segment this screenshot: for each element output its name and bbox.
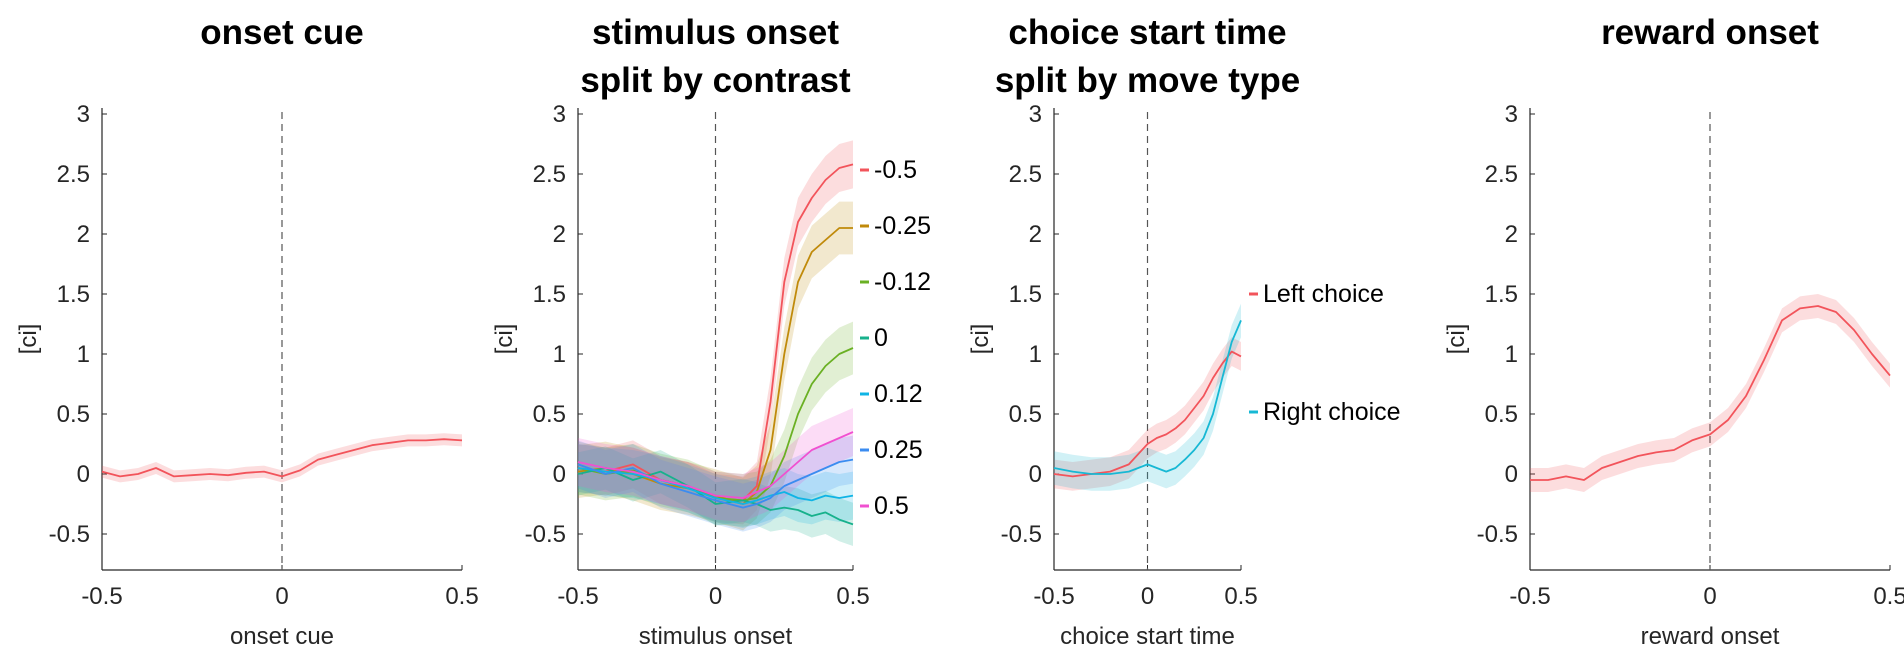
legend-label: Right choice: [1263, 398, 1401, 426]
legend-label: 0: [874, 324, 888, 352]
x-axis-label: reward onset: [1641, 623, 1780, 650]
panel-2: stimulus onset split by contrast -0.5 0 0.5 1…: [491, 13, 931, 650]
series-line: [1053, 350, 1242, 478]
x-tick-label: -0.5: [81, 583, 122, 610]
y-tick-label: 0.5: [1009, 401, 1042, 428]
y-tick-label: 1: [1505, 341, 1518, 368]
panel-title-line: stimulus onset: [592, 13, 839, 52]
x-tick-label: -0.5: [557, 583, 598, 610]
x-tick-label: 0.5: [1873, 583, 1904, 610]
y-tick-label: -0.5: [49, 521, 90, 548]
series-line: [1053, 320, 1242, 475]
legend-label: 0.25: [874, 436, 923, 464]
x-axis-label: onset cue: [230, 623, 334, 650]
ci-band: [578, 140, 853, 525]
x-tick-label: 0: [709, 583, 722, 610]
legend-label: -0.12: [874, 268, 931, 296]
series-line: [577, 431, 854, 499]
x-tick-label: 0.5: [836, 583, 869, 610]
ci-band: [1054, 303, 1241, 491]
panel-title-line: reward onset: [1601, 13, 1819, 52]
y-tick-label: 1.5: [533, 281, 566, 308]
ci-band: [578, 408, 853, 522]
y-tick-label: 0.5: [57, 401, 90, 428]
ci-band: [1530, 294, 1890, 492]
series-line: [577, 163, 854, 502]
y-axis-label: [ci]: [967, 324, 994, 355]
y-tick-label: 1: [77, 341, 90, 368]
x-axis-label: stimulus onset: [639, 623, 793, 650]
series-line: [1530, 305, 1891, 481]
legend-label: -0.5: [874, 156, 917, 184]
panel-3: choice start time split by move type -0.5 0…: [967, 13, 1401, 650]
y-tick-label: 0: [1029, 461, 1042, 488]
x-axis-label: choice start time: [1060, 623, 1235, 650]
y-tick-label: 1.5: [1485, 281, 1518, 308]
y-tick-label: 2.5: [57, 161, 90, 188]
y-tick-label: 2: [77, 221, 90, 248]
y-axis-label: [ci]: [1443, 324, 1470, 355]
y-tick-label: -0.5: [525, 521, 566, 548]
panel-title-line: split by contrast: [580, 61, 851, 100]
y-tick-label: 2.5: [1485, 161, 1518, 188]
series-line: [577, 467, 854, 505]
legend-label: 0.5: [874, 492, 909, 520]
x-tick-label: 0.5: [445, 583, 478, 610]
y-tick-label: 0: [1505, 461, 1518, 488]
panel-title-line: choice start time: [1008, 13, 1286, 52]
y-axis-label: [ci]: [15, 324, 42, 355]
y-tick-label: 1: [1029, 341, 1042, 368]
legend-label: 0.12: [874, 380, 923, 408]
y-tick-label: 2.5: [533, 161, 566, 188]
y-tick-label: 0.5: [1485, 401, 1518, 428]
series-line: [101, 438, 463, 478]
y-tick-label: 2: [1029, 221, 1042, 248]
y-tick-label: -0.5: [1001, 521, 1042, 548]
x-tick-label: -0.5: [1509, 583, 1550, 610]
panel-4: reward onset -0.5 0 0.5 1 1.5 2 2.5 3 -0.5 0 0.5 rew…: [1443, 13, 1904, 650]
y-axis-label: [ci]: [491, 324, 518, 355]
ci-band: [1054, 337, 1241, 491]
x-tick-label: 0: [275, 583, 288, 610]
legend-label: -0.25: [874, 212, 931, 240]
y-tick-label: 3: [1029, 101, 1042, 128]
y-tick-label: 0.5: [533, 401, 566, 428]
x-tick-label: 0: [1141, 583, 1154, 610]
legend-label: Left choice: [1263, 280, 1384, 308]
y-tick-label: 3: [553, 101, 566, 128]
y-tick-label: 1.5: [57, 281, 90, 308]
y-tick-label: 3: [77, 101, 90, 128]
y-tick-label: 1.5: [1009, 281, 1042, 308]
y-tick-label: 2.5: [1009, 161, 1042, 188]
panel-title-line: split by move type: [995, 61, 1300, 100]
series-line: [577, 458, 854, 509]
y-tick-label: 3: [1505, 101, 1518, 128]
x-tick-label: -0.5: [1033, 583, 1074, 610]
y-tick-label: 0: [77, 461, 90, 488]
y-tick-label: -0.5: [1477, 521, 1518, 548]
y-tick-label: 1: [553, 341, 566, 368]
ci-band: [578, 201, 853, 531]
x-tick-label: 0.5: [1224, 583, 1257, 610]
y-tick-label: 2: [1505, 221, 1518, 248]
y-tick-label: 0: [553, 461, 566, 488]
y-tick-label: 2: [553, 221, 566, 248]
panel-1: onset cue -0.5 0 0.5 1 1.5 2 2.5 3 -0.5 0 0.5 onset …: [15, 13, 479, 650]
panel-title-line: onset cue: [200, 13, 363, 52]
x-tick-label: 0: [1703, 583, 1716, 610]
